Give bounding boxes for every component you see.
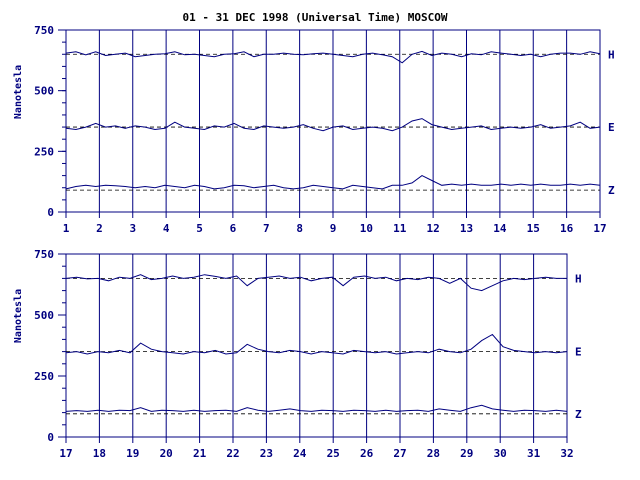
- x-tick-label: 5: [196, 222, 203, 235]
- y-tick-label: 0: [47, 431, 54, 444]
- top-panel-y-axis-label: Nanotesla: [13, 65, 24, 119]
- series-label-z: Z: [608, 184, 615, 197]
- x-tick-label: 17: [593, 222, 606, 235]
- x-tick-label: 25: [327, 447, 340, 460]
- y-tick-label: 500: [34, 85, 54, 98]
- x-tick-label: 6: [230, 222, 237, 235]
- x-tick-label: 26: [360, 447, 374, 460]
- x-tick-label: 27: [393, 447, 406, 460]
- bottom-panel-y-axis-label: Nanotesla: [13, 289, 24, 343]
- y-tick-label: 250: [34, 370, 54, 383]
- x-tick-label: 9: [330, 222, 337, 235]
- series-label-e: E: [608, 121, 615, 134]
- bottom-panel-grid: [65, 253, 568, 438]
- series-label-h: H: [608, 48, 615, 61]
- x-tick-label: 28: [427, 447, 440, 460]
- series-e-line: [65, 118, 601, 132]
- series-z-line: [65, 404, 568, 412]
- top-panel-y-ticks: 0 250 500 750: [34, 24, 66, 219]
- y-tick-label: 750: [34, 248, 54, 261]
- x-tick-label: 23: [260, 447, 273, 460]
- bottom-panel-baselines: [66, 277, 567, 415]
- top-panel-series-labels: H E Z: [608, 48, 615, 197]
- x-tick-label: 7: [263, 222, 270, 235]
- x-tick-label: 12: [427, 222, 440, 235]
- bottom-panel: Nanotesla 0 250 500 750 17 18 19 20 21 22 23 24 25 2…: [13, 248, 582, 460]
- x-tick-label: 21: [193, 447, 207, 460]
- series-label-e: E: [575, 346, 582, 359]
- y-tick-label: 0: [47, 206, 54, 219]
- x-tick-label: 2: [96, 222, 103, 235]
- x-tick-label: 20: [160, 447, 173, 460]
- bottom-panel-x-ticks: 17 18 19 20 21 22 23 24 25 26 27 28 29 30 31 32: [59, 437, 574, 460]
- series-label-h: H: [575, 272, 582, 285]
- series-z-line: [65, 175, 601, 190]
- x-tick-label: 4: [163, 222, 170, 235]
- x-tick-label: 1: [63, 222, 70, 235]
- x-tick-label: 11: [393, 222, 407, 235]
- x-tick-label: 17: [59, 447, 72, 460]
- x-tick-label: 18: [93, 447, 106, 460]
- x-tick-label: 22: [226, 447, 239, 460]
- y-tick-label: 500: [34, 309, 54, 322]
- x-tick-label: 15: [527, 222, 540, 235]
- top-panel-x-ticks: 1 2 3 4 5 6 7 8 9 10 11 12 13 14 15 16 17: [63, 212, 607, 235]
- x-tick-label: 8: [296, 222, 303, 235]
- x-tick-label: 14: [493, 222, 507, 235]
- x-tick-label: 31: [527, 447, 541, 460]
- x-tick-label: 32: [560, 447, 573, 460]
- top-panel-series: [65, 50, 601, 190]
- x-tick-label: 16: [560, 222, 574, 235]
- bottom-panel-series-labels: H E Z: [575, 272, 582, 420]
- series-label-z: Z: [575, 408, 582, 421]
- x-tick-label: 19: [126, 447, 139, 460]
- x-tick-label: 30: [494, 447, 507, 460]
- x-tick-label: 13: [460, 222, 473, 235]
- series-h-line: [65, 274, 567, 292]
- x-tick-label: 10: [360, 222, 373, 235]
- x-tick-label: 24: [293, 447, 307, 460]
- bottom-panel-y-ticks: 0 250 500 750: [34, 248, 66, 444]
- x-tick-label: 29: [460, 447, 473, 460]
- plot-frame: [65, 253, 568, 438]
- series-e-line: [65, 333, 568, 355]
- x-tick-label: 3: [129, 222, 136, 235]
- bottom-panel-series: [65, 274, 568, 412]
- y-tick-label: 250: [34, 145, 54, 158]
- series-h-line: [65, 50, 601, 64]
- y-tick-label: 750: [34, 24, 54, 37]
- chart-title: 01 - 31 DEC 1998 (Universal Time) MOSCOW: [183, 11, 448, 24]
